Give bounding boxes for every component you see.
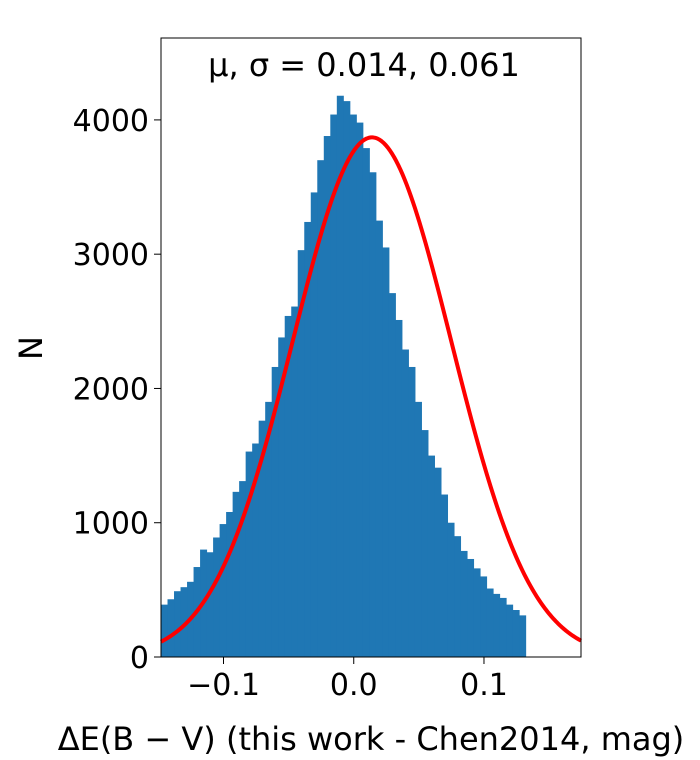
histogram-bar: [427, 455, 435, 657]
histogram-bar: [382, 247, 390, 658]
histogram-bar: [330, 114, 338, 658]
histogram-bar: [245, 451, 253, 657]
histogram-bar: [519, 615, 527, 657]
histogram-bar: [369, 172, 377, 657]
y-axis: 0 1000 2000 3000 4000: [73, 104, 161, 676]
x-tick-label: 0.1: [460, 668, 508, 703]
histogram-bar: [447, 522, 455, 657]
histogram-bar: [493, 593, 501, 657]
histogram-bar: [232, 491, 240, 657]
histogram-bar: [278, 337, 286, 657]
histogram-bar: [395, 319, 403, 657]
histogram-bar: [167, 599, 175, 657]
histogram-bar: [375, 220, 383, 658]
x-axis-label: ΔE(B − V) (this work - Chen2014, mag): [58, 720, 685, 758]
histogram-bar: [512, 610, 520, 657]
histogram-bar: [213, 537, 221, 657]
histogram-bar: [480, 576, 488, 657]
histogram-bar: [174, 591, 182, 657]
histogram-bar: [323, 136, 331, 657]
histogram-bar: [239, 481, 247, 657]
histogram-bar: [408, 366, 416, 657]
y-tick-label: 4000: [73, 104, 149, 139]
histogram-bar: [226, 511, 234, 657]
histogram-bar: [441, 494, 449, 657]
histogram-bar: [206, 552, 214, 657]
histogram-bar: [362, 148, 370, 657]
histogram-bar: [180, 587, 188, 657]
histogram-bar: [486, 588, 494, 657]
histogram-bar: [161, 604, 169, 657]
histogram-bar: [454, 536, 462, 657]
y-tick-label: 3000: [73, 238, 149, 273]
histogram-bar: [336, 95, 344, 657]
y-tick-label: 2000: [73, 372, 149, 407]
x-tick-label: −0.1: [187, 668, 260, 703]
histogram-bar: [258, 420, 266, 657]
y-axis-label: N: [12, 336, 50, 360]
histogram-bar: [304, 221, 312, 657]
histogram-bars: [161, 95, 527, 658]
histogram-bar: [219, 524, 227, 657]
plot-frame: [160, 37, 582, 658]
histogram-bar: [343, 101, 351, 657]
histogram-bar: [421, 430, 429, 657]
histogram-bar: [356, 122, 364, 658]
histogram-bar: [349, 114, 357, 658]
histogram-bar: [291, 306, 299, 657]
x-axis: −0.1 0.0 0.1: [187, 657, 508, 703]
histogram-bar: [460, 550, 468, 657]
y-tick-label: 1000: [73, 507, 149, 542]
histogram-bar: [297, 250, 305, 657]
histogram-bar: [434, 467, 442, 657]
histogram-bar: [473, 568, 481, 657]
histogram-bar: [284, 315, 292, 657]
y-tick-label: 0: [130, 641, 149, 676]
histogram-bar: [271, 366, 279, 657]
histogram-bar: [499, 597, 507, 657]
histogram-bar: [414, 401, 422, 657]
chart-title: μ, σ = 0.014, 0.061: [208, 46, 520, 84]
histogram-bar: [310, 192, 318, 658]
histogram-bar: [265, 401, 273, 657]
histogram-bar: [506, 604, 514, 657]
histogram-bar: [317, 160, 325, 657]
x-tick-label: 0.0: [330, 668, 378, 703]
histogram-bar: [252, 443, 260, 657]
histogram-bar: [388, 293, 396, 657]
histogram-bar: [467, 558, 475, 657]
histogram-bar: [401, 349, 409, 657]
gaussian-fit-curve: [160, 135, 582, 644]
